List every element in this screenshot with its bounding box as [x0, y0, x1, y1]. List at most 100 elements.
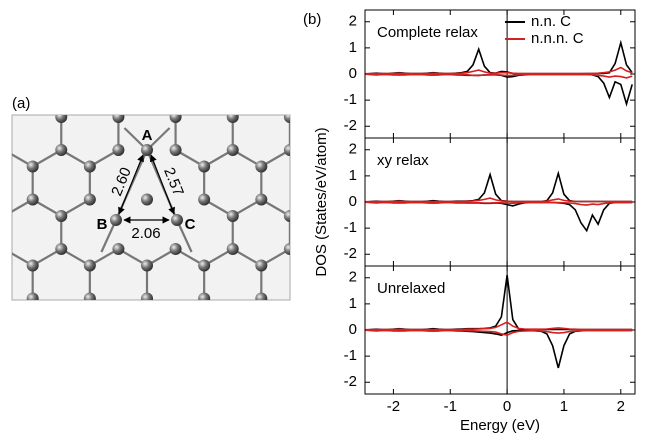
bond — [203, 297, 209, 300]
bond — [433, 348, 462, 365]
y-tick-label: -2 — [344, 373, 357, 390]
bond — [461, 150, 490, 167]
bond — [61, 2, 90, 19]
annotation: Unrelaxed — [377, 280, 445, 297]
atom — [55, 243, 68, 255]
atom — [112, 243, 125, 255]
bond — [118, 51, 147, 68]
atom — [370, 62, 382, 74]
bond — [142, 297, 148, 300]
atom — [427, 95, 439, 107]
dos-line — [364, 39, 633, 75]
atom — [112, 309, 124, 321]
dos-line — [365, 201, 633, 206]
atom — [255, 95, 267, 107]
bond — [260, 297, 267, 300]
atom — [169, 115, 182, 123]
y-tick-label: -2 — [344, 117, 357, 134]
atom — [455, 144, 467, 156]
atom — [171, 214, 183, 226]
atom — [455, 309, 467, 321]
atom — [84, 95, 96, 107]
bond — [519, 249, 548, 266]
atom — [0, 111, 10, 123]
bond — [61, 348, 90, 365]
bond — [0, 150, 4, 167]
bond — [233, 2, 262, 19]
atom — [55, 45, 67, 57]
bond — [404, 348, 433, 365]
bond — [433, 249, 462, 266]
atom — [255, 160, 268, 173]
bond — [404, 101, 433, 118]
atom — [112, 12, 124, 24]
bond — [519, 348, 548, 365]
bond — [0, 249, 4, 266]
bond — [0, 348, 4, 365]
atom — [112, 115, 125, 123]
atom — [26, 160, 39, 173]
atom — [484, 161, 496, 173]
bond — [0, 200, 4, 217]
atom — [83, 160, 96, 173]
bond — [204, 51, 233, 68]
bond — [33, 348, 62, 365]
bond — [318, 51, 347, 68]
y-tick-label: 2 — [349, 13, 357, 30]
bond — [4, 51, 33, 68]
bond — [519, 299, 548, 316]
bond — [318, 2, 347, 19]
bond — [204, 2, 233, 19]
atom — [170, 342, 182, 354]
bond — [90, 51, 119, 68]
bond — [147, 51, 176, 68]
bond — [376, 299, 405, 316]
atom — [26, 292, 39, 300]
atom — [84, 0, 96, 8]
bond — [433, 101, 462, 118]
bond — [147, 2, 176, 19]
bond — [0, 51, 4, 68]
bond — [90, 2, 119, 19]
atom — [370, 0, 382, 8]
y-tick-label: 0 — [349, 65, 357, 82]
atom — [141, 0, 153, 8]
atom — [141, 144, 153, 156]
atom — [0, 144, 10, 156]
atom — [255, 0, 267, 8]
y-tick-label: 2 — [349, 141, 357, 158]
atom — [255, 62, 267, 74]
x-tick-label: 1 — [560, 398, 568, 415]
bond — [0, 101, 4, 118]
atom — [312, 95, 324, 107]
atom-label: C — [185, 216, 196, 233]
bond — [146, 297, 152, 300]
bond — [85, 297, 91, 300]
bond — [290, 51, 319, 68]
atom — [83, 259, 96, 272]
bond — [461, 249, 490, 266]
atom — [169, 144, 182, 156]
atom — [170, 309, 182, 321]
atom-label: B — [97, 216, 108, 233]
bond — [547, 299, 576, 316]
atom — [26, 193, 39, 206]
y-tick-label: 2 — [349, 269, 357, 286]
bond — [4, 348, 33, 365]
dos-line — [365, 66, 633, 75]
atom — [541, 293, 553, 305]
atom — [255, 259, 268, 272]
atom — [398, 210, 410, 222]
dos-line — [365, 321, 633, 331]
atom — [0, 210, 10, 222]
bond — [404, 51, 433, 68]
atom — [0, 342, 10, 354]
bond — [261, 348, 290, 365]
bond — [490, 348, 519, 365]
bond — [461, 348, 490, 365]
atom — [27, 62, 39, 74]
atom — [398, 45, 410, 57]
atom — [570, 309, 582, 321]
y-tick-label: 1 — [349, 167, 357, 184]
